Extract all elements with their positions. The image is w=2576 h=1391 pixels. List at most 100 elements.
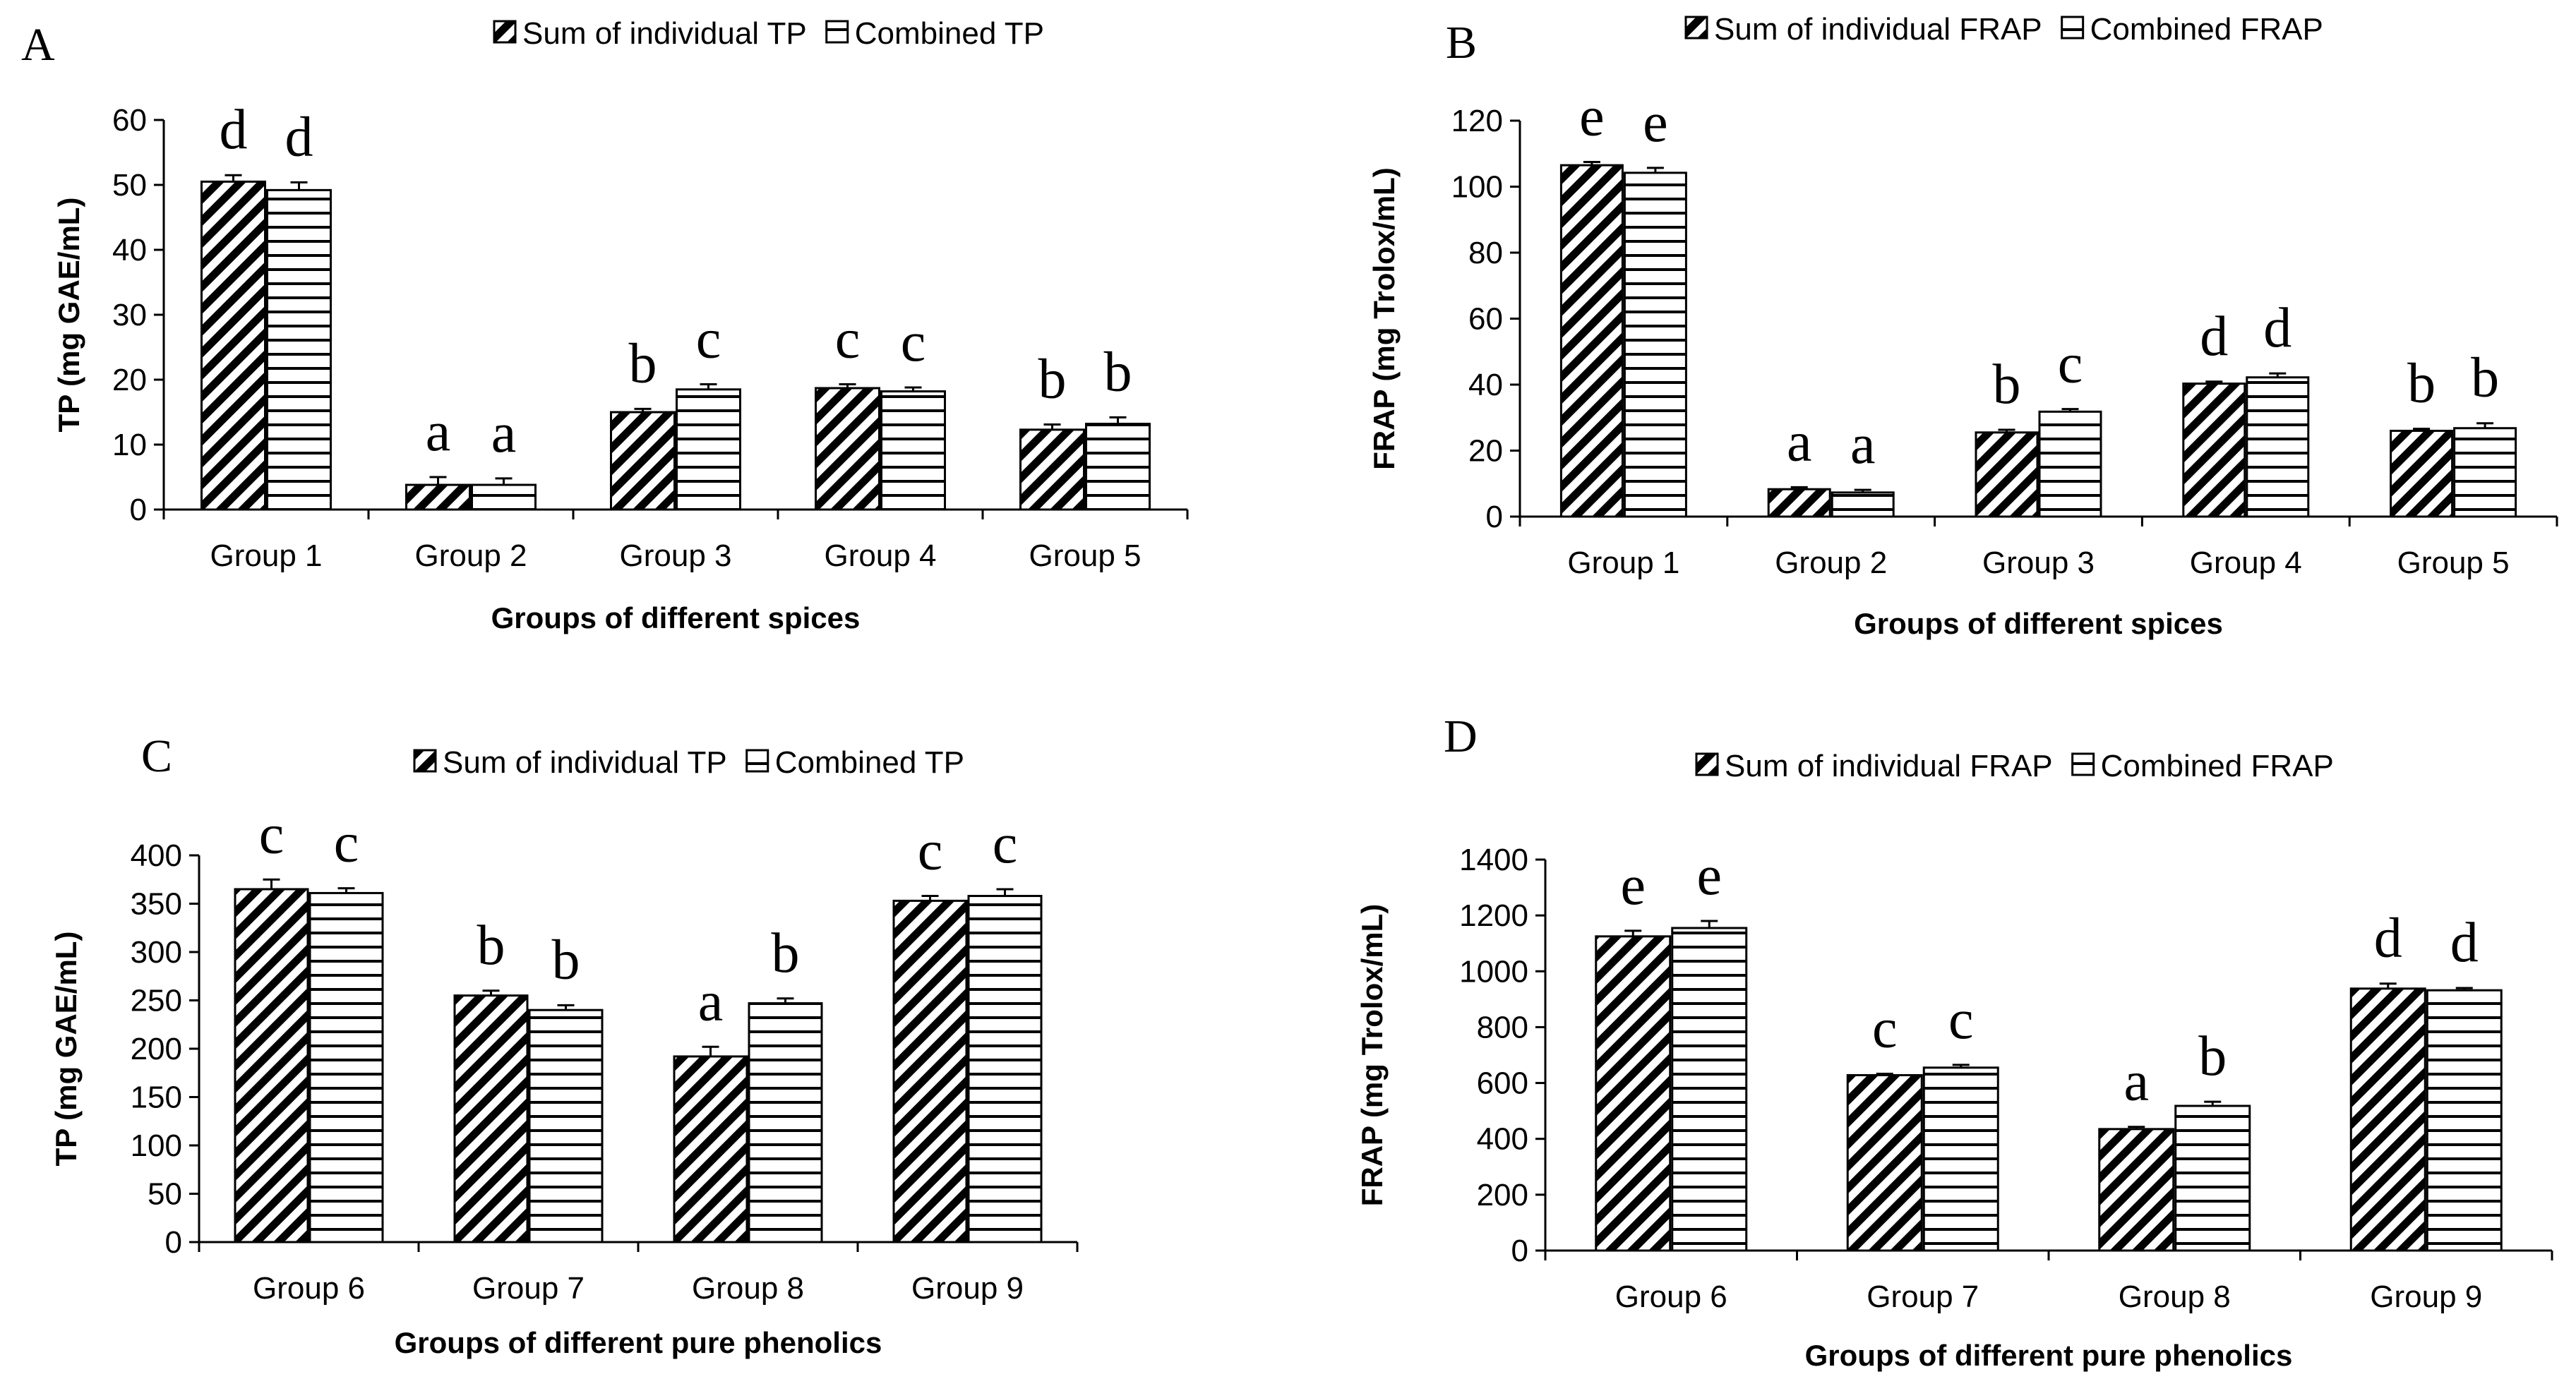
panel-label: B <box>1446 17 1477 68</box>
legend-label: Combined TP <box>855 16 1044 51</box>
x-category-label: Group 8 <box>2119 1279 2231 1314</box>
y-tick-label: 200 <box>131 1032 182 1066</box>
legend: Sum of individual TP Combined TP <box>413 745 964 780</box>
bar-diagonal <box>1559 164 1624 518</box>
significance-letter: c <box>835 308 861 370</box>
bar-horizontal <box>2426 989 2503 1252</box>
panel-label: C <box>141 730 172 782</box>
bar-diagonal <box>453 994 529 1244</box>
significance-letter: e <box>1620 855 1646 917</box>
x-category-label: Group 6 <box>253 1271 365 1306</box>
bar-horizontal <box>2174 1104 2251 1252</box>
legend-swatch-horizontal <box>2061 16 2085 40</box>
y-tick-label: 120 <box>1451 104 1503 138</box>
bar-diagonal <box>2098 1128 2175 1252</box>
significance-letter: d <box>285 106 313 168</box>
bar-horizontal <box>471 483 537 511</box>
x-axis-title: Groups of different pure phenolics <box>395 1326 882 1359</box>
bar-horizontal <box>2246 376 2310 518</box>
significance-letter: c <box>901 311 926 373</box>
bar-diagonal <box>673 1055 748 1244</box>
significance-letter: d <box>2450 912 2479 974</box>
significance-letter: c <box>696 308 721 370</box>
x-category-label: Group 1 <box>1567 546 1679 580</box>
legend-label: Sum of individual FRAP <box>1725 749 2053 783</box>
bar-horizontal <box>676 388 741 511</box>
legend: Sum of individual FRAP Combined FRAP <box>1695 749 2334 783</box>
y-tick-label: 40 <box>112 233 147 267</box>
bar-diagonal <box>610 411 676 511</box>
x-category-label: Group 7 <box>1867 1279 1979 1314</box>
significance-letter: b <box>629 332 657 395</box>
y-tick-label: 400 <box>1477 1122 1528 1157</box>
significance-letter: c <box>993 813 1018 875</box>
bar-diagonal <box>2390 429 2454 518</box>
y-tick-label: 150 <box>131 1080 182 1115</box>
y-tick-label: 20 <box>1468 434 1503 469</box>
y-tick-label: 30 <box>112 298 147 332</box>
y-tick-label: 100 <box>131 1128 182 1163</box>
significance-letter: c <box>918 820 943 882</box>
legend-swatch-diagonal <box>1684 16 1708 40</box>
bar-horizontal <box>266 188 332 511</box>
legend-swatch-horizontal <box>825 20 849 44</box>
x-category-label: Group 1 <box>210 538 323 573</box>
chart-panel-a: A Sum of individual TP Combined TP 0 10 20 30 4… <box>21 16 1189 634</box>
significance-letter: a <box>1850 414 1876 476</box>
y-tick-label: 0 <box>1511 1234 1528 1268</box>
bar-diagonal <box>1767 488 1831 518</box>
y-tick-label: 400 <box>131 838 182 873</box>
x-category-label: Group 6 <box>1615 1279 1727 1314</box>
legend-label: Combined FRAP <box>2101 749 2334 783</box>
significance-letter: c <box>1872 998 1898 1060</box>
significance-letter: d <box>2263 297 2292 359</box>
bar-diagonal <box>1595 935 1672 1252</box>
bar-horizontal <box>748 1002 823 1244</box>
y-tick-label: 20 <box>112 363 147 397</box>
y-tick-label: 0 <box>165 1225 182 1260</box>
bar-horizontal <box>308 891 384 1244</box>
legend-swatch-diagonal <box>493 20 517 44</box>
x-category-label: Group 8 <box>692 1271 804 1306</box>
legend-label: Combined FRAP <box>2090 12 2323 47</box>
x-axis-title: Groups of different pure phenolics <box>1805 1339 2293 1372</box>
y-tick-label: 350 <box>131 887 182 922</box>
bar-horizontal <box>2038 410 2102 518</box>
bar-diagonal <box>405 483 471 511</box>
significance-letter: b <box>2471 347 2499 409</box>
y-tick-label: 100 <box>1451 170 1503 205</box>
significance-letter: c <box>2058 333 2083 395</box>
bar-diagonal <box>2182 383 2246 518</box>
y-tick-label: 1400 <box>1459 843 1528 877</box>
x-category-label: Group 3 <box>620 538 732 573</box>
significance-letter: b <box>2198 1025 2227 1088</box>
legend-label: Combined TP <box>775 745 964 780</box>
y-tick-label: 800 <box>1477 1010 1528 1044</box>
y-tick-label: 600 <box>1477 1066 1528 1101</box>
y-tick-label: 80 <box>1468 236 1503 270</box>
bar-diagonal <box>2349 987 2426 1252</box>
y-tick-label: 1200 <box>1459 898 1528 933</box>
significance-letter: b <box>552 929 580 991</box>
x-axis-title: Groups of different spices <box>1854 607 2223 640</box>
bar-diagonal <box>200 180 266 511</box>
significance-letter: c <box>259 803 284 865</box>
bar-horizontal <box>2453 427 2517 518</box>
legend: Sum of individual FRAP Combined FRAP <box>1684 12 2323 47</box>
significance-letter: b <box>2407 353 2436 415</box>
y-tick-label: 1000 <box>1459 954 1528 989</box>
y-tick-label: 50 <box>112 168 147 203</box>
bar-horizontal <box>1922 1066 1999 1252</box>
y-tick-label: 200 <box>1477 1178 1528 1212</box>
bar-diagonal <box>1846 1073 1923 1252</box>
legend-swatch-horizontal <box>745 749 769 773</box>
y-axis-title: TP (mg GAE/mL) <box>52 198 85 433</box>
legend-label: Sum of individual TP <box>443 745 727 780</box>
legend-swatch-diagonal <box>413 749 437 773</box>
x-category-label: Group 9 <box>911 1271 1024 1306</box>
bar-diagonal <box>1975 431 2039 518</box>
y-axis-title: FRAP (mg Trolox/mL) <box>1367 167 1401 470</box>
x-category-label: Group 7 <box>472 1271 585 1306</box>
chart-panel-b: B Sum of individual FRAP Combined FRAP 0 20 4… <box>1367 12 2558 640</box>
